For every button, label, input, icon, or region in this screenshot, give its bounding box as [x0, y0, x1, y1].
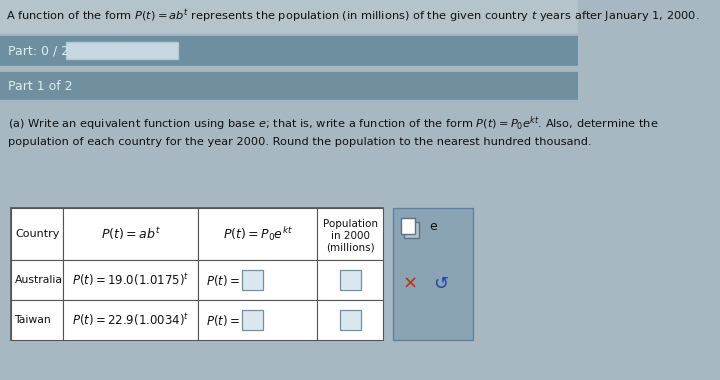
Bar [0, 170, 578, 200]
Text: $P(t)=ab^t$: $P(t)=ab^t$ [101, 226, 161, 242]
Text: $P(t)=22.9(1.0034)^t$: $P(t)=22.9(1.0034)^t$ [72, 312, 189, 328]
Bar [63, 208, 199, 260]
Bar [318, 260, 383, 300]
Text: e: e [429, 220, 437, 233]
Text: $P(t)=P_0e^{kt}$: $P(t)=P_0e^{kt}$ [223, 225, 293, 243]
Text: population of each country for the year 2000. Round the population to the neares: population of each country for the year … [8, 137, 592, 147]
Bar [0, 36, 578, 66]
Bar [318, 208, 383, 260]
Bar [0, 100, 578, 110]
Bar [199, 300, 318, 340]
Bar [404, 222, 418, 238]
Text: $P(t)=19.0(1.0175)^t$: $P(t)=19.0(1.0175)^t$ [72, 272, 189, 288]
Bar [0, 110, 578, 170]
Bar [242, 270, 263, 290]
Text: in 2000: in 2000 [330, 231, 370, 241]
Text: Population: Population [323, 219, 378, 229]
Bar [12, 300, 63, 340]
Bar [12, 260, 63, 300]
Text: Part: 0 / 2: Part: 0 / 2 [8, 44, 69, 57]
Bar [401, 218, 415, 234]
Bar [12, 208, 63, 260]
Bar [66, 42, 179, 59]
Text: Australia: Australia [14, 275, 63, 285]
Text: A function of the form $P(t)=ab^t$ represents the population (in millions) of th: A function of the form $P(t)=ab^t$ repre… [6, 7, 700, 25]
Bar [199, 260, 318, 300]
Text: (a) Write an equivalent function using base $e$; that is, write a function of th: (a) Write an equivalent function using b… [8, 115, 659, 133]
Bar [0, 72, 578, 100]
Bar [340, 310, 361, 330]
Bar [12, 208, 383, 340]
Text: ↺: ↺ [433, 275, 449, 293]
Bar [318, 300, 383, 340]
Text: $P(t)=$: $P(t)=$ [207, 272, 240, 288]
Bar [63, 260, 199, 300]
Text: Country: Country [15, 229, 60, 239]
Bar [0, 66, 578, 72]
Text: Taiwan: Taiwan [14, 315, 51, 325]
Text: ×: × [403, 275, 418, 293]
Bar [340, 270, 361, 290]
Bar [242, 310, 263, 330]
Bar [393, 208, 473, 340]
Bar [199, 208, 318, 260]
Text: (millions): (millions) [326, 242, 374, 252]
Bar [63, 300, 199, 340]
Text: Part 1 of 2: Part 1 of 2 [8, 79, 73, 92]
Bar [0, 0, 578, 32]
Text: $P(t)=$: $P(t)=$ [207, 312, 240, 328]
